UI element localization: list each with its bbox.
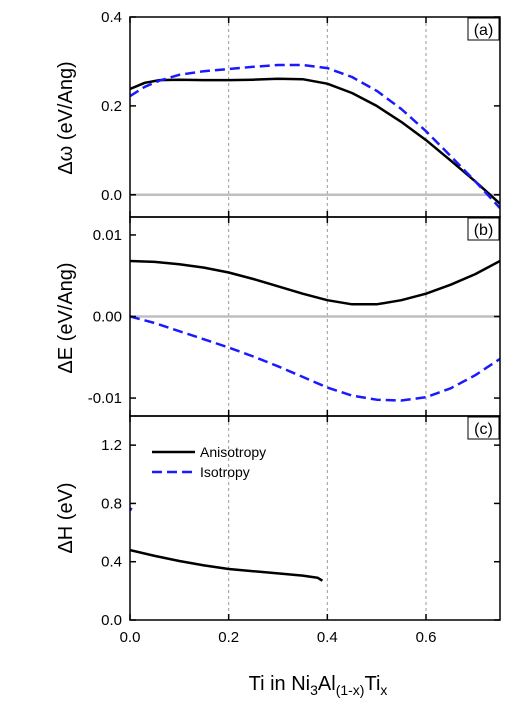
panel-label-a: (a) — [474, 22, 494, 39]
ytick-label-c-1: 0.8 — [101, 495, 122, 512]
ytick-label-b-0: 0.01 — [93, 227, 122, 244]
xtick-label-0: 0.0 — [120, 629, 141, 646]
ylabel-b: ΔE (eV/Ang) — [55, 262, 77, 373]
series-isotropy-b — [130, 315, 500, 402]
series-anisotropy-a — [130, 77, 500, 205]
ytick-label-b-2: -0.01 — [88, 390, 122, 407]
legend: Anisotropy Isotropy — [152, 444, 266, 480]
panel-c: 1.2 0.8 0.4 0.0 (c) — [101, 415, 501, 629]
frame-a — [129, 16, 501, 218]
series-anisotropy-c — [130, 548, 324, 582]
ytick-label-a-2: 0.4 — [101, 9, 122, 26]
panel-b: 0.01 0.00 -0.01 (b) — [88, 216, 501, 417]
ytick-label-c-0: 1.2 — [101, 437, 122, 454]
panel-label-box-c — [467, 416, 500, 440]
series-isotropy-a — [130, 63, 500, 209]
xlabel: Ti in Ni3Al(1-x)Tix — [249, 673, 388, 698]
ylabel-a: Δω (eV/Ang) — [55, 61, 77, 174]
ylabel-c: ΔH (eV) — [55, 482, 77, 553]
series-anisotropy-b — [130, 259, 500, 306]
ytick-label-a-0: 0.0 — [101, 187, 122, 204]
xtick-label-1: 0.2 — [218, 629, 239, 646]
legend-label-isotropy: Isotropy — [200, 464, 250, 480]
panel-label-box-b — [467, 217, 500, 241]
panel-label-box-a — [467, 17, 500, 41]
panel-label-b: (b) — [474, 222, 494, 239]
xtick-label-3: 0.6 — [416, 629, 437, 646]
ytick-label-c-3: 0.0 — [101, 612, 122, 629]
legend-label-anisotropy: Anisotropy — [200, 444, 266, 460]
ytick-label-a-1: 0.2 — [101, 98, 122, 115]
ytick-label-c-2: 0.4 — [101, 554, 122, 571]
ytick-label-b-1: 0.00 — [93, 309, 122, 326]
panel-a: 0.0 0.2 0.4 (a) — [101, 9, 501, 218]
panel-label-c: (c) — [474, 421, 493, 438]
xtick-label-2: 0.4 — [317, 629, 338, 646]
frame-c — [129, 415, 501, 621]
chart-panels: 0.00.20.4(a)0.010.00-0.01(b)1.20.80.40.0… — [88, 9, 501, 646]
